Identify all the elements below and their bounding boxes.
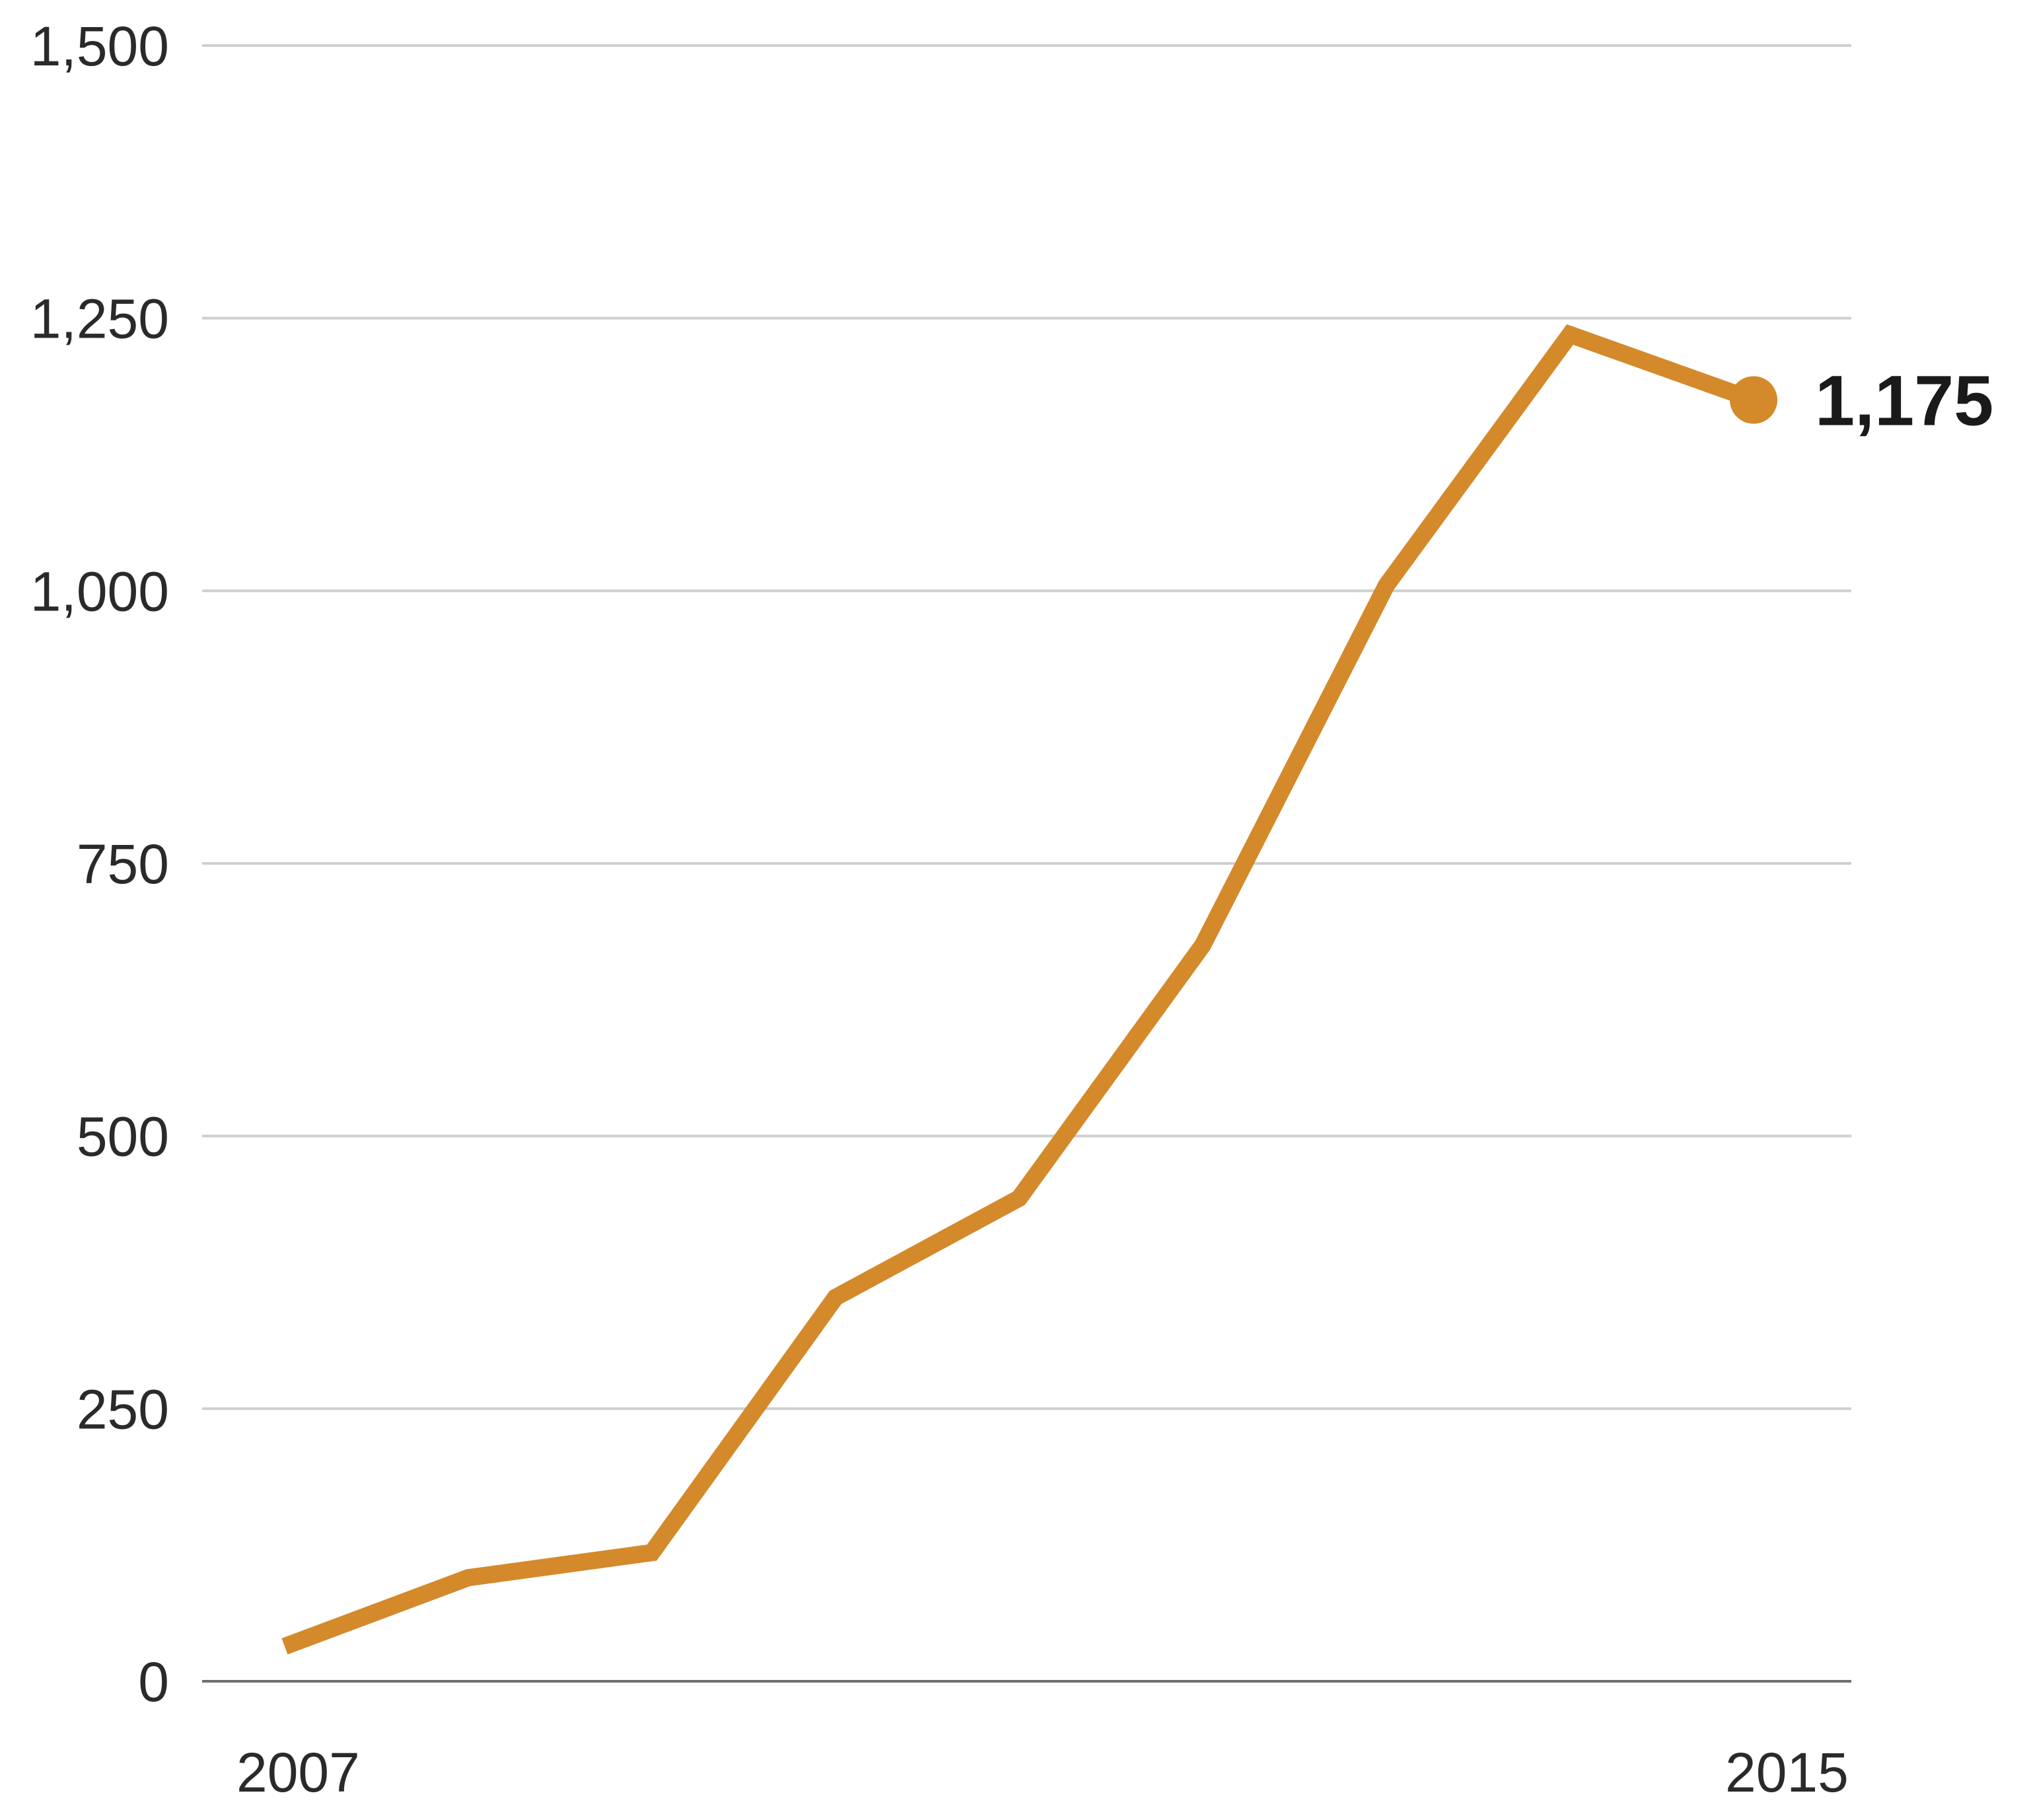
series-line xyxy=(281,324,1757,1655)
y-tick-label: 1,500 xyxy=(30,15,169,77)
y-tick-label: 750 xyxy=(77,833,169,895)
y-tick-label: 0 xyxy=(138,1651,169,1713)
y-tick-label: 1,000 xyxy=(30,560,169,622)
y-tick-label: 500 xyxy=(77,1106,169,1168)
end-point-marker xyxy=(1730,376,1777,424)
gridlines xyxy=(202,44,1851,1410)
end-value-label: 1,175 xyxy=(1815,360,1993,440)
x-tick-label-end: 2015 xyxy=(1725,1741,1849,1803)
x-tick-label-start: 2007 xyxy=(236,1741,360,1803)
y-tick-label: 250 xyxy=(77,1378,169,1440)
y-axis-tick-labels: 0 250 500 750 1,000 1,250 1,500 xyxy=(30,15,169,1713)
y-tick-label: 1,250 xyxy=(30,288,169,350)
